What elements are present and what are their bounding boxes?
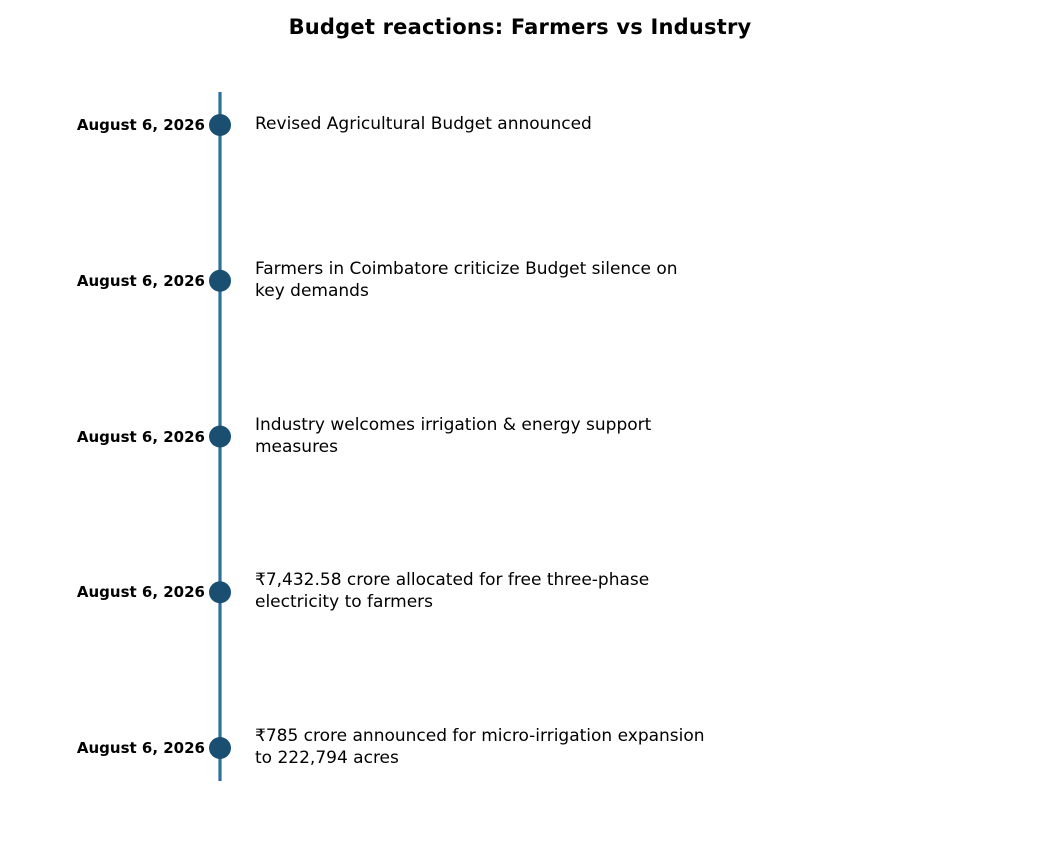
chart-title: Budget reactions: Farmers vs Industry bbox=[288, 15, 752, 39]
event-description: ₹785 crore announced for micro-irrigatio… bbox=[255, 726, 705, 768]
event-date: August 6, 2026 bbox=[76, 116, 205, 134]
timeline-marker bbox=[209, 581, 231, 604]
event-description: Industry welcomes irrigation & energy su… bbox=[255, 414, 652, 457]
event-description: Farmers in Coimbatore criticize Budget s… bbox=[255, 258, 678, 301]
event-date: August 6, 2026 bbox=[76, 427, 205, 446]
timeline-marker bbox=[209, 737, 231, 759]
event-date: August 6, 2026 bbox=[76, 583, 205, 602]
timeline-marker bbox=[209, 425, 231, 448]
timeline-markers bbox=[209, 114, 231, 759]
event-date: August 6, 2026 bbox=[76, 271, 205, 290]
timeline-marker bbox=[209, 269, 231, 292]
timeline-marker bbox=[209, 114, 231, 136]
event-description: Revised Agricultural Budget announced bbox=[255, 114, 592, 134]
event-date: August 6, 2026 bbox=[76, 739, 205, 757]
event-description: ₹7,432.58 crore allocated for free three… bbox=[255, 570, 650, 613]
